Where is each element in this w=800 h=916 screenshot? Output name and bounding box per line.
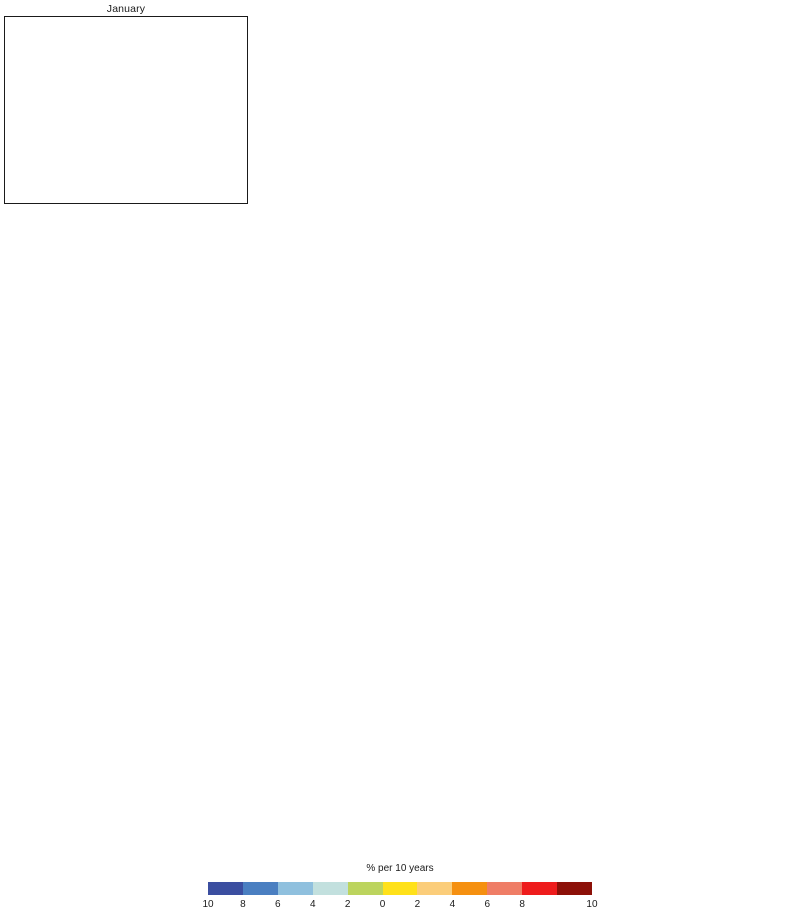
- colorbar-tick: 6: [484, 899, 491, 910]
- colorbar-strip: [208, 882, 592, 895]
- colorbar-tick: 4: [449, 899, 456, 910]
- map-canvas: [5, 17, 247, 203]
- panel-grid: January: [4, 2, 248, 204]
- panel-title: January: [106, 3, 146, 15]
- colorbar-tick: 2: [344, 899, 351, 910]
- colorbar-swatch: [242, 882, 278, 895]
- colorbar-tick: 2: [414, 899, 421, 910]
- colorbar-swatch: [382, 882, 418, 895]
- colorbar-tick-labels: 10 8 6 4 2 0 2 4 6 8 10: [202, 897, 598, 913]
- colorbar-tick: 0: [379, 899, 386, 910]
- map-panel-january: January: [4, 2, 248, 204]
- colorbar-swatch: [522, 882, 558, 895]
- colorbar: % per 10 years 10 8 6 4 2 0 2 4 6 8 10: [0, 862, 800, 916]
- colorbar-swatch: [277, 882, 313, 895]
- colorbar-swatch: [452, 882, 488, 895]
- map-frame: [4, 16, 248, 204]
- colorbar-swatch: [312, 882, 348, 895]
- colorbar-tick: 6: [275, 899, 281, 910]
- colorbar-swatch: [487, 882, 523, 895]
- colorbar-swatch: [557, 882, 592, 895]
- colorbar-tick: 8: [240, 899, 246, 910]
- colorbar-tick: 8: [519, 899, 525, 910]
- colorbar-swatch: [347, 882, 383, 895]
- colorbar-title: % per 10 years: [366, 863, 434, 874]
- colorbar-tick: 10: [202, 899, 214, 910]
- colorbar-tick: 4: [309, 899, 316, 910]
- colorbar-swatch: [417, 882, 453, 895]
- colorbar-tick: 10: [586, 899, 598, 910]
- colorbar-swatch: [208, 882, 243, 895]
